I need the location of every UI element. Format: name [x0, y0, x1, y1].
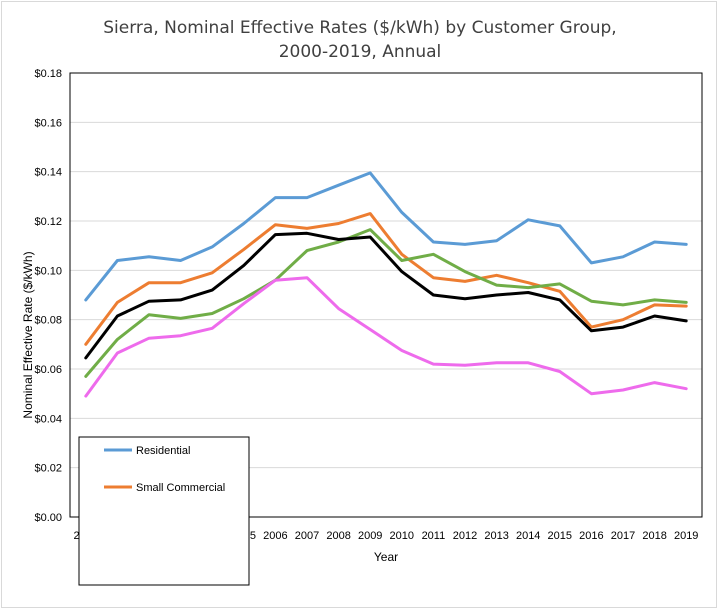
x-tick-label: 2010: [390, 530, 414, 542]
legend-label: Small Commercial: [136, 482, 225, 494]
x-tick-label: 2018: [642, 530, 666, 542]
series-line-4: [84, 231, 688, 360]
y-tick-label: $0.04: [34, 413, 62, 425]
x-tick-label: 2019: [674, 530, 698, 542]
series-line-5: [84, 276, 688, 398]
series-line-1: [84, 171, 688, 302]
y-tick-label: $0.14: [34, 167, 62, 179]
x-tick-label: 2014: [516, 530, 540, 542]
plot-area: [69, 72, 703, 518]
y-tick-label: $0.00: [34, 512, 62, 524]
x-tick-label: 2008: [326, 530, 350, 542]
y-tick-label: $0.10: [34, 265, 62, 277]
chart-title-line1: Sierra, Nominal Effective Rates ($/kWh) …: [103, 18, 617, 38]
gridlines: [70, 121, 702, 469]
y-tick-label: $0.16: [34, 117, 62, 129]
x-tick-label: 2011: [422, 530, 446, 542]
y-tick-label: $0.18: [34, 68, 62, 80]
x-tick-label: 2017: [611, 530, 635, 542]
x-tick-label: 2016: [579, 530, 603, 542]
chart-title: Sierra, Nominal Effective Rates ($/kWh) …: [0, 16, 720, 64]
series-line-2: [84, 212, 688, 346]
legend-box: [78, 436, 250, 586]
x-tick-label: 2013: [484, 530, 508, 542]
series-line-3: [84, 228, 688, 378]
y-tick-label: $0.06: [34, 364, 62, 376]
y-tick-label: $0.08: [34, 315, 62, 327]
x-axis-title: Year: [374, 550, 398, 564]
legend: Residential Small Commercial: [78, 436, 250, 586]
chart-title-line2: 2000-2019, Annual: [278, 42, 442, 62]
x-tick-label: 2015: [548, 530, 572, 542]
y-tick-label: $0.02: [34, 463, 62, 475]
x-tick-label: 2007: [295, 530, 319, 542]
x-tick-label: 2012: [453, 530, 477, 542]
x-tick-label: 2006: [263, 530, 287, 542]
legend-label: Residential: [136, 445, 190, 457]
x-tick-label: 2009: [358, 530, 382, 542]
series-lines: [84, 171, 688, 398]
y-tick-label: $0.12: [34, 216, 62, 228]
y-axis-title: Nominal Effective Rate ($/kWh): [21, 251, 35, 418]
y-axis-ticks: $0.00 $0.02 $0.04 $0.06 $0.08 $0.10 $0.12 $0.14…: [34, 68, 62, 524]
